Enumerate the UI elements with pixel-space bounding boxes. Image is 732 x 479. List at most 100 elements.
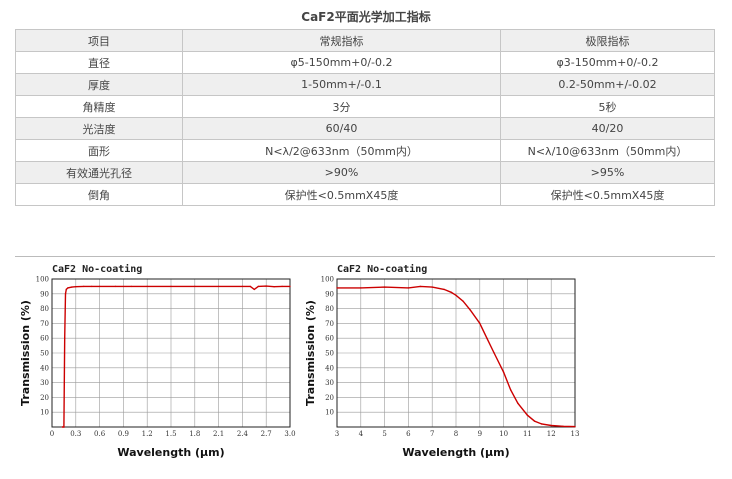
data-point [273, 286, 275, 288]
data-point [91, 285, 93, 288]
table-cell: N<λ/10@633nm（50mm内） [500, 139, 715, 162]
data-point [194, 285, 196, 288]
chart-title: CaF2 No-coating [52, 263, 142, 275]
data-point [253, 288, 255, 291]
x-tick-label: 6 [406, 430, 411, 438]
x-tick-label: 4 [359, 430, 364, 438]
x-tick-label: 0.9 [118, 430, 129, 438]
data-point [146, 285, 148, 288]
data-point [217, 285, 220, 288]
x-tick-label: 2.7 [261, 430, 272, 438]
x-tick-label: 1.8 [189, 430, 200, 438]
data-point [170, 285, 172, 288]
table-row: 光洁度 60/40 40/20 [15, 117, 715, 140]
data-point [431, 286, 433, 288]
y-tick-label: 50 [40, 350, 49, 358]
data-point [65, 288, 67, 291]
table-cell: φ3-150mm+0/-0.2 [500, 51, 715, 74]
plot-frame [336, 278, 576, 428]
y-tick-label: 60 [325, 335, 334, 343]
y-tick-label: 50 [325, 350, 334, 358]
table-row: 倒角 保护性<0.5mmX45度 保护性<0.5mmX45度 [15, 183, 715, 206]
data-point [257, 285, 259, 288]
data-point [63, 426, 65, 428]
table-cell: >90% [182, 161, 501, 184]
data-point [114, 285, 117, 288]
x-tick-label: 9 [478, 430, 482, 438]
uv-vis-transmission-chart: CaF2 No-coating 0 0.3 0.6 0.9 1.2 1.5 1.8 2.1 2.4… [19, 263, 296, 459]
data-point [64, 293, 67, 295]
data-point [574, 425, 576, 428]
transmission-line [62, 285, 290, 428]
table-cell: 5秒 [500, 95, 715, 118]
data-point [443, 288, 445, 291]
data-point [130, 285, 132, 288]
x-tick-label: 2.1 [213, 430, 224, 438]
y-axis-label: Transmission (%) [19, 300, 32, 406]
table-cell: 0.2-50mm+/-0.02 [500, 73, 715, 96]
table-cell: 厚度 [15, 73, 183, 96]
data-point [455, 294, 457, 296]
y-tick-label: 10 [325, 409, 334, 417]
table-cell: 1-50mm+/-0.1 [182, 73, 501, 96]
data-point [517, 402, 519, 404]
data-point [419, 285, 421, 288]
data-point [383, 286, 386, 288]
data-point [360, 287, 362, 289]
y-tick-label: 70 [325, 320, 334, 328]
data-point [562, 425, 564, 427]
data-point [67, 287, 69, 289]
y-tick-label: 40 [325, 364, 334, 372]
data-point [249, 285, 251, 288]
data-point [493, 352, 495, 354]
table-row: 厚度 1-50mm+/-0.1 0.2-50mm+/-0.02 [15, 73, 715, 96]
data-point [407, 287, 410, 289]
y-tick-label: 80 [40, 305, 49, 313]
header-regular: 常规指标 [182, 29, 501, 52]
y-tick-label: 80 [325, 305, 334, 313]
y-tick-label: 70 [40, 320, 49, 328]
data-point [510, 389, 512, 391]
data-point [541, 423, 543, 425]
x-axis-label: Wavelength (μm) [117, 446, 224, 459]
x-tick-label: 0.6 [94, 430, 106, 438]
data-point [98, 285, 101, 288]
x-tick-label: 3.0 [284, 430, 295, 438]
x-tick-label: 1.5 [165, 430, 176, 438]
plot-frame [51, 278, 291, 428]
x-tick-label: 7 [430, 430, 434, 438]
data-point [533, 420, 536, 422]
data-point [61, 426, 63, 428]
data-point [479, 322, 481, 325]
x-tick-label: 3 [335, 430, 339, 438]
table-cell: 面形 [15, 139, 183, 162]
spec-table: 项目 常规指标 极限指标 直径 φ5-150mm+0/-0.2 φ3-150mm… [15, 29, 715, 206]
table-cell: 角精度 [15, 95, 183, 118]
data-point [526, 414, 529, 416]
data-point [83, 285, 85, 288]
x-tick-label: 0.3 [70, 430, 81, 438]
data-point [71, 286, 73, 288]
y-tick-label: 20 [325, 394, 334, 402]
data-point [75, 286, 77, 288]
y-tick-label: 30 [40, 379, 49, 387]
table-cell: 保护性<0.5mmX45度 [500, 183, 715, 206]
header-limit: 极限指标 [500, 29, 715, 52]
x-tick-label: 0 [50, 430, 54, 438]
x-tick-label: 10 [499, 430, 508, 438]
y-axis-label: Transmission (%) [304, 300, 317, 406]
x-axis-label: Wavelength (μm) [402, 446, 509, 459]
y-tick-label: 30 [325, 379, 334, 387]
y-tick-label: 90 [325, 290, 334, 298]
section-divider [15, 256, 715, 257]
x-tick-label: 12 [547, 430, 556, 438]
x-tick-label: 5 [382, 430, 386, 438]
data-point [502, 371, 505, 373]
x-tick-label: 1.2 [142, 430, 153, 438]
data-point [486, 337, 488, 339]
table-cell: 倒角 [15, 183, 183, 206]
table-cell: 3分 [182, 95, 501, 118]
y-tick-label: 60 [40, 335, 49, 343]
table-cell: >95% [500, 161, 715, 184]
table-cell: 有效通光孔径 [15, 161, 183, 184]
